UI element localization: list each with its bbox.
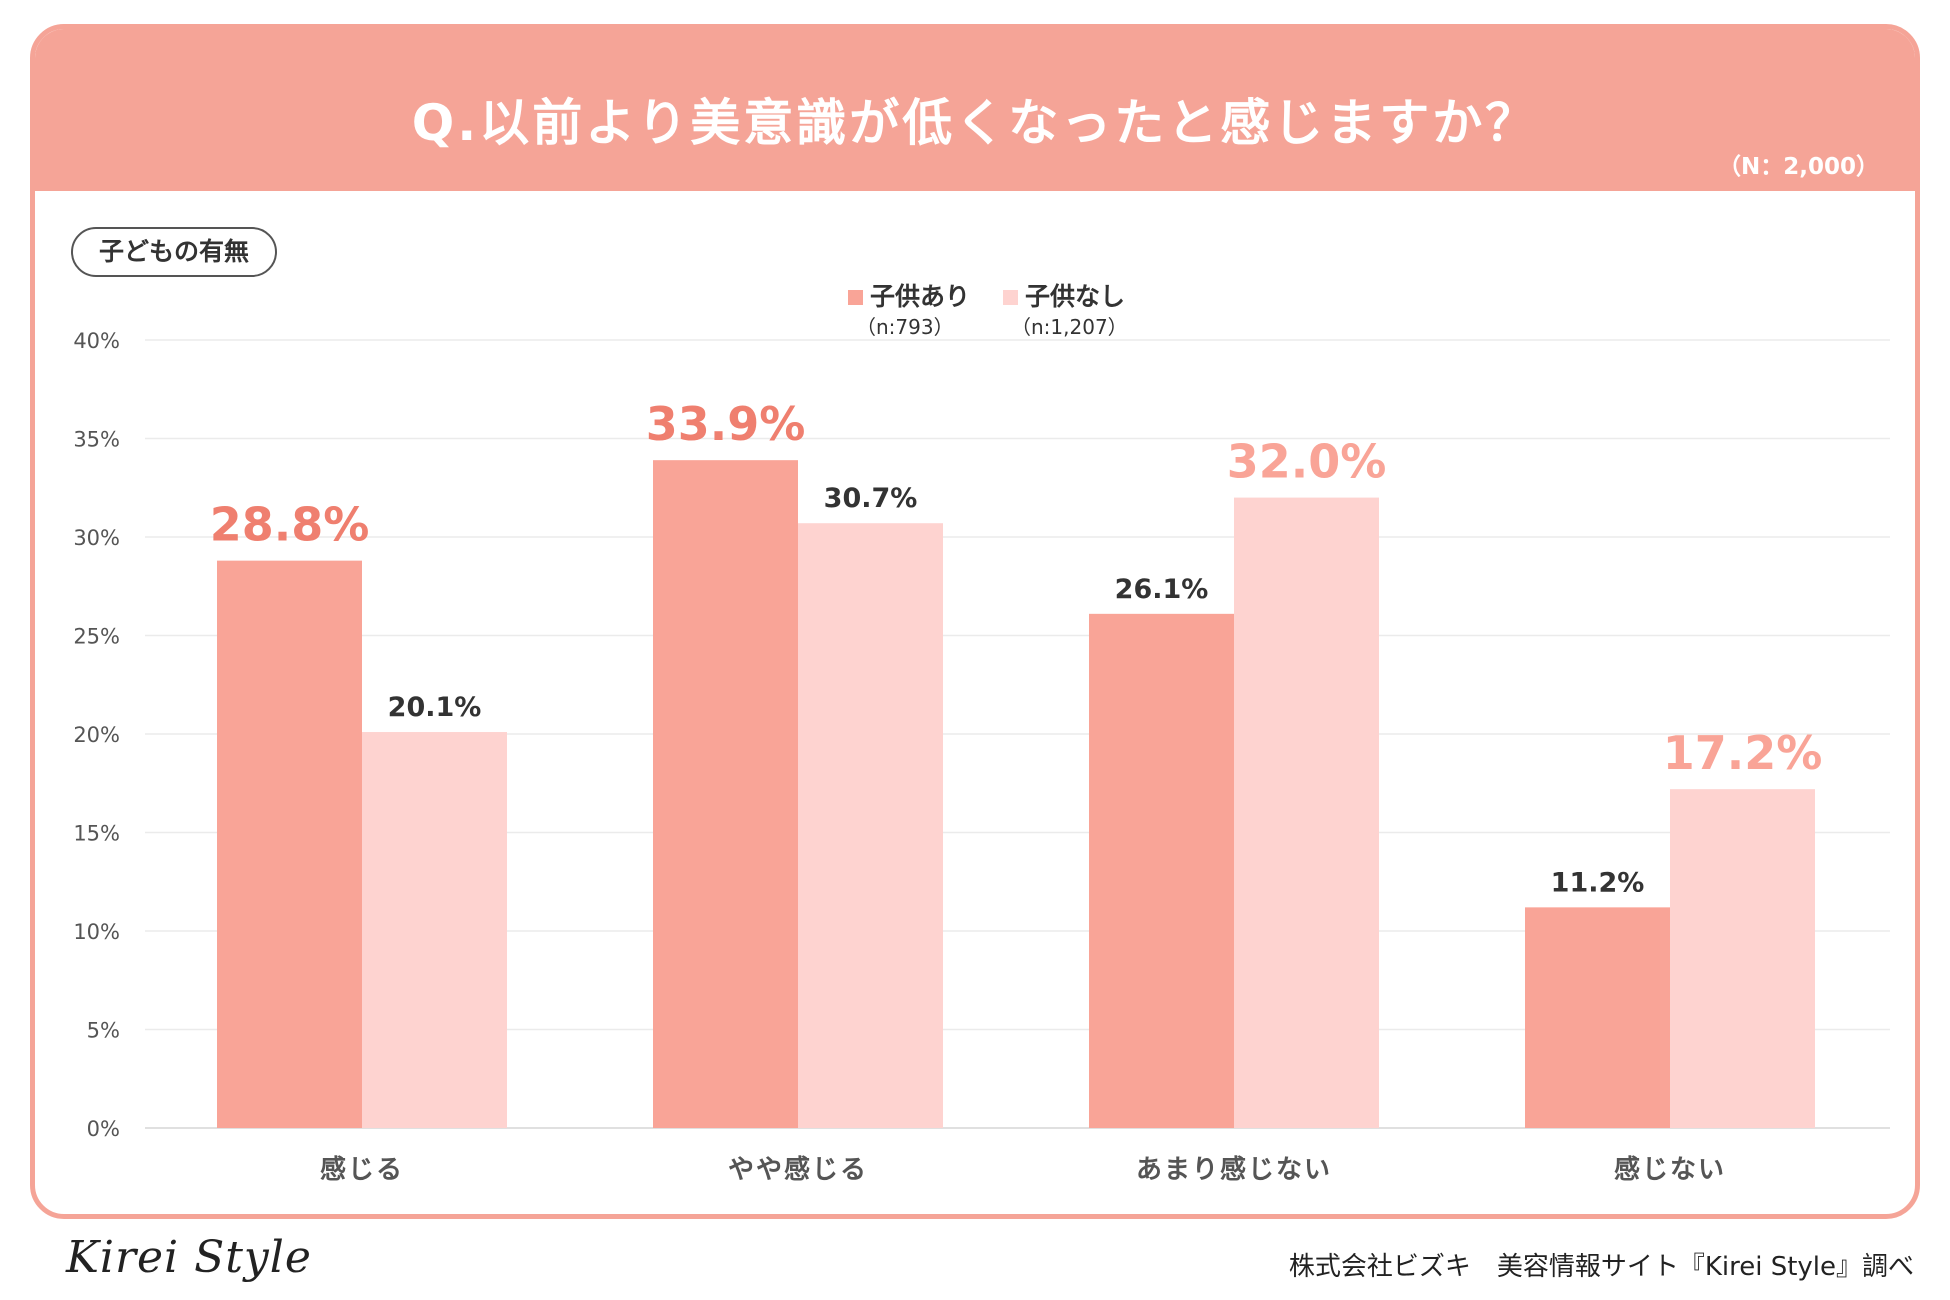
data-label: 17.2% [1663, 726, 1823, 780]
x-category-label: あまり感じない [1136, 1155, 1332, 1185]
legend-swatch [1003, 290, 1018, 305]
bar [1234, 497, 1379, 1129]
bar [1525, 907, 1670, 1128]
data-label: 20.1% [388, 692, 482, 723]
x-category-label: やや感じる [728, 1155, 868, 1185]
footer-credit: 株式会社ビズキ 美容情報サイト『Kirei Style』調べ [1288, 1252, 1914, 1282]
y-tick-label: 0% [87, 1117, 120, 1141]
y-tick-label: 40% [73, 329, 120, 353]
legend-n-label: （n:793） [856, 315, 954, 339]
bar [1089, 613, 1234, 1128]
y-tick-label: 5% [87, 1019, 120, 1043]
data-label: 28.8% [210, 498, 370, 552]
chart-title: Q.以前より美意識が低くなったと感じますか？ [411, 94, 1539, 152]
y-tick-label: 15% [73, 822, 120, 846]
sample-size-label: （N：2,000） [1718, 154, 1879, 180]
legend-n-label: （n:1,207） [1011, 315, 1128, 339]
bar [798, 523, 943, 1128]
bar [1670, 789, 1815, 1128]
data-label: 26.1% [1115, 574, 1209, 605]
y-tick-label: 35% [73, 428, 120, 452]
legend-label: 子供なし [1025, 282, 1125, 311]
legend-swatch [848, 290, 863, 305]
bar [362, 732, 507, 1128]
x-category-label: 感じる [320, 1155, 404, 1185]
data-label: 11.2% [1551, 867, 1645, 898]
y-tick-label: 25% [73, 625, 120, 649]
title-banner: Q.以前より美意識が低くなったと感じますか？ （N：2,000） [35, 29, 1915, 191]
y-tick-label: 20% [73, 723, 120, 747]
bar [653, 460, 798, 1128]
footer-logo: Kirei Style [66, 1232, 312, 1283]
bar [217, 560, 362, 1128]
y-tick-label: 30% [73, 526, 120, 550]
y-tick-label: 10% [73, 920, 120, 944]
segment-label: 子どもの有無 [71, 227, 277, 277]
data-label: 32.0% [1227, 435, 1387, 489]
x-category-label: 感じない [1614, 1155, 1726, 1185]
legend-label: 子供あり [870, 282, 970, 311]
data-label: 30.7% [824, 483, 918, 514]
data-label: 33.9% [646, 397, 806, 451]
